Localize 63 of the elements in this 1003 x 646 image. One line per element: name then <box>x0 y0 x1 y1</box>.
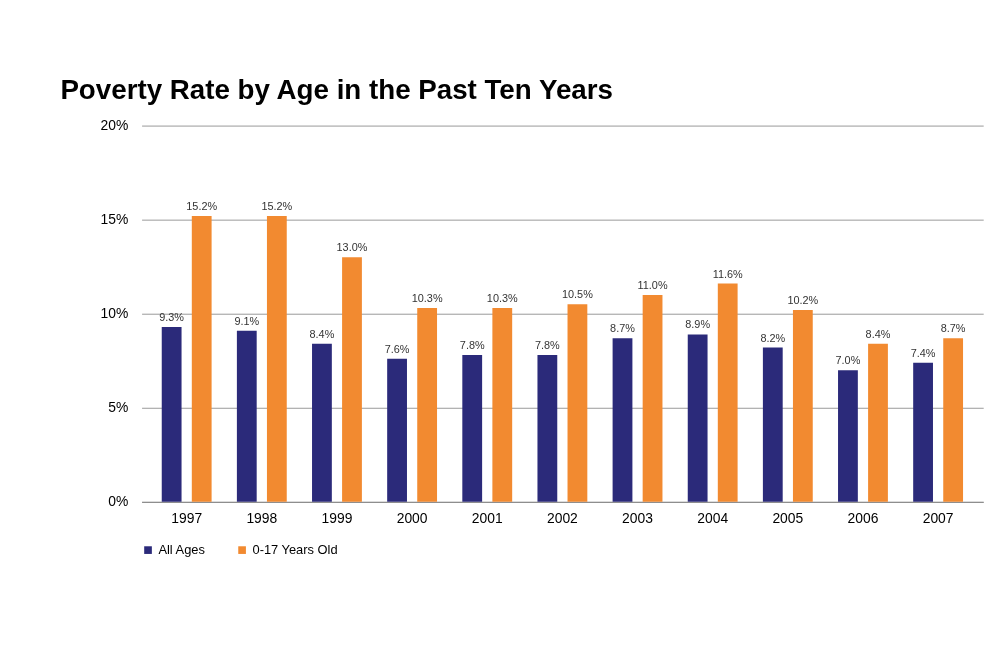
bar <box>868 343 888 502</box>
bar <box>838 370 858 502</box>
y-tick-label: 20% <box>100 117 129 134</box>
chart-title: Poverty Rate by Age in the Past Ten Years <box>60 73 613 105</box>
bar <box>266 215 287 502</box>
bar <box>191 215 212 502</box>
data-label: 10.2% <box>787 294 819 307</box>
data-label: 10.3% <box>486 292 519 305</box>
bar <box>462 355 483 502</box>
data-label: 15.2% <box>186 199 218 212</box>
bar <box>943 338 964 502</box>
x-tick-label: 2003 <box>622 510 654 527</box>
data-label: 9.3% <box>159 310 185 323</box>
data-label: 7.8% <box>459 339 485 352</box>
data-label: 7.0% <box>835 354 861 367</box>
data-label: 11.0% <box>637 278 668 291</box>
bar <box>342 257 362 502</box>
bar <box>792 309 813 502</box>
data-label: 10.3% <box>411 292 443 305</box>
bar <box>642 294 663 502</box>
bar <box>492 308 513 502</box>
x-tick-label: 1998 <box>246 510 278 527</box>
bar <box>236 330 257 502</box>
bar <box>567 304 588 502</box>
y-tick-label: 15% <box>100 211 129 228</box>
bar <box>687 334 708 502</box>
data-label: 8.7% <box>610 322 636 335</box>
bar <box>612 338 633 502</box>
legend-label: 0-17 Years Old <box>252 542 338 558</box>
data-label: 10.5% <box>562 288 594 301</box>
x-tick-label: 1999 <box>321 510 353 527</box>
x-tick-label: 2007 <box>922 510 954 527</box>
x-tick-label: 2002 <box>546 510 579 527</box>
data-label: 8.4% <box>309 327 335 340</box>
x-tick-label: 2005 <box>772 510 804 527</box>
bar <box>762 347 783 502</box>
data-label: 7.4% <box>910 346 936 359</box>
data-label: 13.0% <box>336 241 368 254</box>
x-tick-label: 2001 <box>471 510 503 527</box>
x-tick-label: 2006 <box>847 510 879 527</box>
y-tick-label: 5% <box>108 399 129 416</box>
data-label: 8.4% <box>865 327 891 340</box>
bar <box>161 326 182 502</box>
bar <box>387 358 407 502</box>
bar <box>537 355 558 502</box>
data-label: 8.7% <box>940 322 966 335</box>
y-tick-label: 0% <box>108 493 129 510</box>
x-tick-label: 1997 <box>171 510 203 527</box>
legend-label: All Ages <box>158 542 205 558</box>
data-label: 7.8% <box>534 339 561 352</box>
data-label: 9.1% <box>234 314 260 327</box>
bar <box>717 283 738 502</box>
data-label: 7.6% <box>384 342 410 355</box>
data-label: 8.2% <box>760 331 786 344</box>
x-tick-label: 2004 <box>697 510 729 527</box>
bar <box>913 362 933 502</box>
data-label: 15.2% <box>261 199 293 212</box>
bar <box>417 308 438 502</box>
y-tick-label: 10% <box>100 305 129 322</box>
data-label: 11.6% <box>712 267 744 280</box>
x-tick-label: 2000 <box>396 510 428 527</box>
bar <box>312 343 332 502</box>
data-label: 8.9% <box>685 318 711 331</box>
